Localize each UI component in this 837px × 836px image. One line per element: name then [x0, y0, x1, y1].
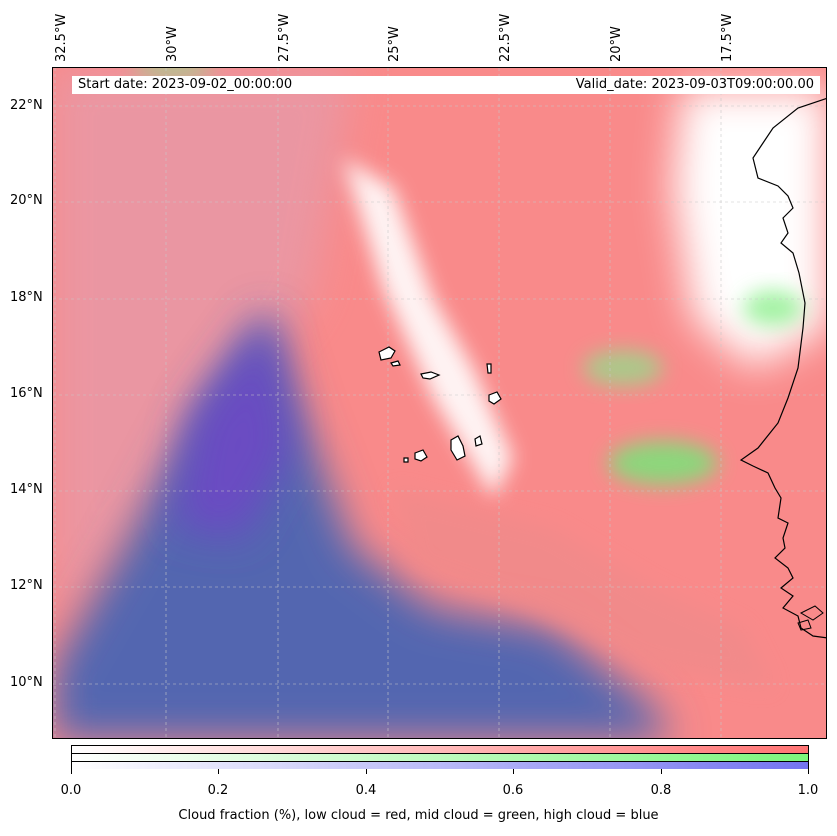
colorbar-tickmark	[808, 769, 809, 774]
colorbar-tick-2: 0.4	[355, 783, 377, 798]
colorbar-tick-3: 0.6	[502, 783, 524, 798]
colorbar-tick-5: 1.0	[797, 783, 819, 798]
lon-label-22-5w: 22.5°W	[498, 13, 513, 62]
lat-label-22n: 22°N	[10, 98, 43, 113]
valid-date-label: Valid_date: 2023-09-03T09:00:00.00	[540, 76, 820, 94]
colorbar	[71, 745, 809, 769]
lon-label-25w: 25°W	[387, 26, 402, 62]
colorbar-tick-4: 0.8	[650, 783, 672, 798]
lat-label-18n: 18°N	[10, 290, 43, 305]
colorbar-tickmark	[71, 769, 72, 774]
colorbar-mid-cloud	[72, 754, 808, 762]
colorbar-tickmark	[513, 769, 514, 774]
cloud-fraction-map	[52, 67, 827, 739]
colorbar-tick-0: 0.0	[60, 783, 82, 798]
lat-label-14n: 14°N	[10, 482, 43, 497]
colorbar-low-cloud	[72, 746, 808, 754]
colorbar-tickmark	[366, 769, 367, 774]
colorbar-tickmark	[661, 769, 662, 774]
lon-label-27-5w: 27.5°W	[277, 13, 292, 62]
lat-label-20n: 20°N	[10, 193, 43, 208]
colorbar-tickmark	[218, 769, 219, 774]
lon-label-30w: 30°W	[165, 26, 180, 62]
lon-label-17-5w: 17.5°W	[720, 13, 735, 62]
colorbar-label: Cloud fraction (%), low cloud = red, mid…	[178, 808, 659, 823]
lat-label-16n: 16°N	[10, 386, 43, 401]
colorbar-tick-1: 0.2	[207, 783, 229, 798]
lon-label-20w: 20°W	[609, 26, 624, 62]
colorbar-high-cloud	[72, 762, 808, 769]
start-date-label: Start date: 2023-09-02_00:00:00	[72, 76, 554, 94]
lat-label-12n: 12°N	[10, 578, 43, 593]
map-canvas	[53, 68, 826, 738]
lon-label-32-5w: 32.5°W	[54, 13, 69, 62]
lat-label-10n: 10°N	[10, 675, 43, 690]
